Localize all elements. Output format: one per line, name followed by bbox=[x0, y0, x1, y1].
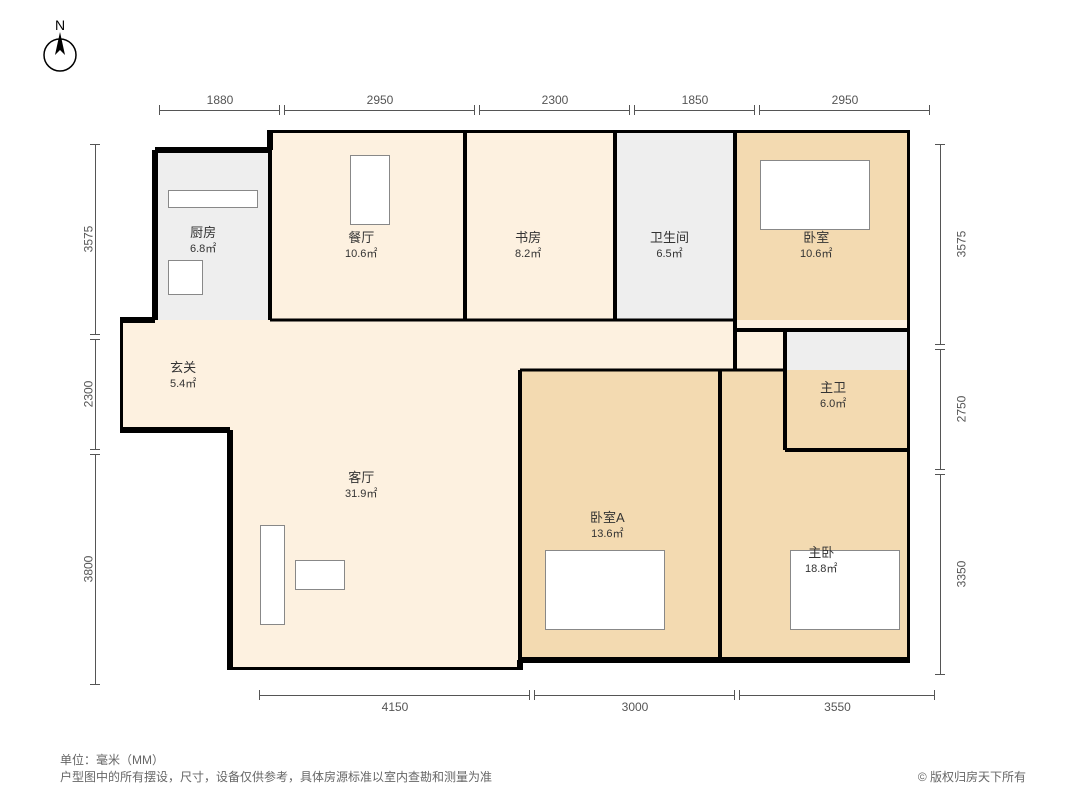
dim-2300: 2300 bbox=[480, 93, 630, 107]
dim-3350: 3350 bbox=[954, 561, 968, 588]
dim-1880: 1880 bbox=[160, 93, 280, 107]
footer-unit: 单位：毫米（MM） bbox=[60, 751, 1026, 768]
dim-4150: 4150 bbox=[260, 700, 530, 714]
room-label-living: 客厅31.9㎡ bbox=[345, 470, 377, 501]
dim-2950: 2950 bbox=[760, 93, 930, 107]
footer: 单位：毫米（MM） 户型图中的所有摆设，尺寸，设备仅供参考，具体房源标准以室内查… bbox=[60, 751, 1026, 785]
dim-3800: 3800 bbox=[81, 556, 95, 583]
furniture bbox=[545, 550, 665, 630]
dim-3575: 3575 bbox=[954, 231, 968, 258]
dim-1850: 1850 bbox=[635, 93, 755, 107]
dim-2300: 2300 bbox=[81, 381, 95, 408]
furniture bbox=[760, 160, 870, 230]
room-label-bedroom1: 卧室10.6㎡ bbox=[800, 230, 832, 261]
furniture bbox=[168, 190, 258, 208]
floorplan: 厨房6.8㎡ 餐厅10.6㎡ 书房8.2㎡ 卫生间6.5㎡ 卧室10.6㎡玄关5.4㎡客… bbox=[120, 130, 910, 670]
room-label-dining: 餐厅10.6㎡ bbox=[345, 230, 377, 261]
room-label-bedroomA: 卧室A13.6㎡ bbox=[590, 510, 625, 541]
dim-3000: 3000 bbox=[535, 700, 735, 714]
furniture bbox=[260, 525, 285, 625]
footer-disclaimer: 户型图中的所有摆设，尺寸，设备仅供参考，具体房源标准以室内查勘和测量为准 bbox=[60, 768, 1026, 785]
footer-copyright: © 版权归房天下所有 bbox=[918, 768, 1026, 785]
room-label-bath1: 卫生间6.5㎡ bbox=[650, 230, 689, 261]
room-label-kitchen: 厨房6.8㎡ bbox=[190, 225, 216, 256]
room-label-study: 书房8.2㎡ bbox=[515, 230, 541, 261]
dim-2750: 2750 bbox=[954, 396, 968, 423]
room-label-master: 主卧18.8㎡ bbox=[805, 545, 837, 576]
dim-3550: 3550 bbox=[740, 700, 935, 714]
dim-2950: 2950 bbox=[285, 93, 475, 107]
compass-north: N bbox=[40, 20, 80, 80]
furniture bbox=[168, 260, 203, 295]
furniture bbox=[350, 155, 390, 225]
dim-3575: 3575 bbox=[81, 226, 95, 253]
room-label-entry: 玄关5.4㎡ bbox=[170, 360, 196, 391]
room-label-bath2: 主卫6.0㎡ bbox=[820, 380, 846, 411]
svg-text:N: N bbox=[55, 20, 65, 33]
furniture bbox=[295, 560, 345, 590]
